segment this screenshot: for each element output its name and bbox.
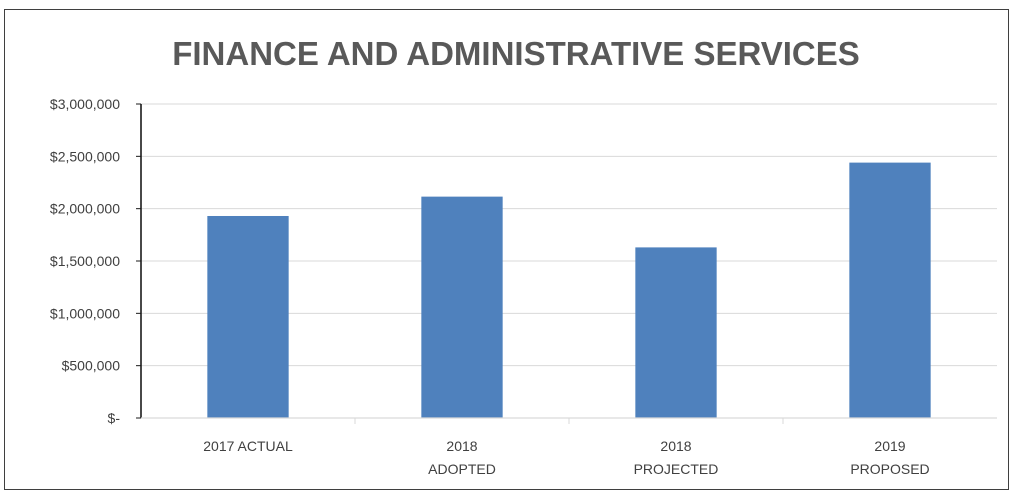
y-tick-label: $2,000,000 [50, 201, 120, 217]
bar [207, 215, 289, 418]
y-tick-label: $3,000,000 [50, 96, 120, 112]
y-tick-label: $2,500,000 [50, 148, 120, 164]
chart-frame [4, 9, 1009, 490]
bar [421, 196, 503, 418]
x-tick-labels: 2017 ACTUAL 2018 ADOPTED 2018 PROJECTED 2019 P… [203, 438, 929, 477]
y-tick-label: $- [108, 410, 121, 426]
y-tick-label: $1,500,000 [50, 253, 120, 269]
bar [635, 247, 717, 418]
y-tick-label: $1,000,000 [50, 305, 120, 321]
y-tick-label: $500,000 [62, 358, 121, 374]
bars [207, 162, 931, 418]
x-tick-label: 2018 ADOPTED [428, 438, 496, 477]
axes [136, 103, 997, 424]
y-tick-labels: $- $500,000 $1,000,000 $1,500,000 $2,000,000… [50, 96, 120, 426]
x-tick-label: 2019 PROPOSED [850, 438, 929, 477]
chart-title: FINANCE AND ADMINISTRATIVE SERVICES [172, 35, 860, 72]
bar [849, 162, 931, 418]
x-tick-label: 2017 ACTUAL [203, 438, 293, 454]
x-tick-label: 2018 PROJECTED [634, 438, 719, 477]
